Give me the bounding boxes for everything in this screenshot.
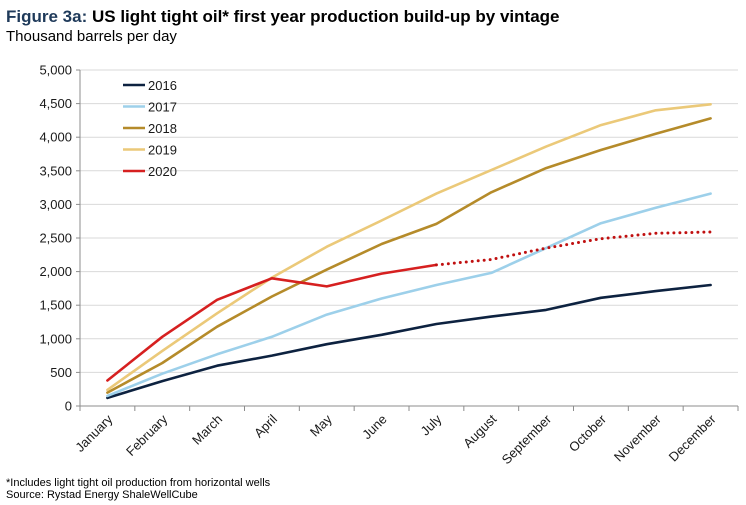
y-tick-label: 4,000 bbox=[39, 130, 72, 145]
legend: 2016 2017 2018 2019 2020 bbox=[123, 78, 177, 179]
y-tick-label: 1,500 bbox=[39, 298, 72, 313]
series-2017-line bbox=[106, 192, 712, 398]
footnote: *Includes light tight oil production fro… bbox=[6, 477, 271, 489]
legend-label-2017: 2017 bbox=[148, 100, 177, 115]
x-tick-label: December bbox=[666, 411, 719, 464]
series-2020-forecast-line bbox=[434, 230, 713, 267]
y-tick-label: 3,000 bbox=[39, 197, 72, 212]
legend-label-2018: 2018 bbox=[148, 121, 177, 136]
chart-subtitle: Thousand barrels per day bbox=[6, 28, 177, 45]
y-tick-label: 500 bbox=[50, 365, 72, 380]
source-note: Source: Rystad Energy ShaleWellCube bbox=[6, 489, 198, 501]
x-tick-label: September bbox=[499, 411, 555, 467]
x-axis-tick-labels: January February March April May June July Augu… bbox=[72, 411, 719, 467]
x-tick-label: July bbox=[418, 411, 445, 438]
title-text: US light tight oil* first year productio… bbox=[91, 7, 560, 26]
x-tick-label: March bbox=[189, 412, 225, 448]
legend-label-2019: 2019 bbox=[148, 143, 177, 158]
series-2019-line bbox=[106, 103, 712, 392]
x-tick-label: January bbox=[72, 411, 116, 455]
legend-label-2016: 2016 bbox=[148, 78, 177, 93]
series-2020-line bbox=[106, 263, 438, 382]
chart-title: Figure 3a: US light tight oil* first yea… bbox=[6, 7, 559, 27]
x-tick-label: November bbox=[611, 411, 664, 464]
y-tick-label: 4,500 bbox=[39, 96, 72, 111]
y-tick-label: 3,500 bbox=[39, 163, 72, 178]
x-tick-label: February bbox=[123, 411, 171, 459]
x-tick-label: August bbox=[460, 411, 499, 450]
y-axis-tick-labels: 0 500 1,000 1,500 2,000 2,500 3,000 3,500 4,000 4… bbox=[39, 63, 72, 414]
x-tick-label: April bbox=[251, 411, 280, 440]
series-2018-line bbox=[106, 117, 712, 394]
x-tick-label: October bbox=[566, 411, 610, 455]
series-lines bbox=[106, 103, 713, 400]
series-2016-line bbox=[106, 283, 712, 400]
x-tick-label: June bbox=[359, 412, 390, 443]
axes bbox=[76, 69, 739, 411]
y-tick-label: 0 bbox=[65, 399, 72, 414]
x-tick-label: May bbox=[307, 411, 335, 439]
y-tick-label: 2,000 bbox=[39, 264, 72, 279]
y-tick-label: 1,000 bbox=[39, 331, 72, 346]
y-tick-label: 2,500 bbox=[39, 231, 72, 246]
figure-label: Figure 3a: bbox=[6, 7, 88, 26]
y-tick-label: 5,000 bbox=[39, 63, 72, 78]
legend-label-2020: 2020 bbox=[148, 164, 177, 179]
